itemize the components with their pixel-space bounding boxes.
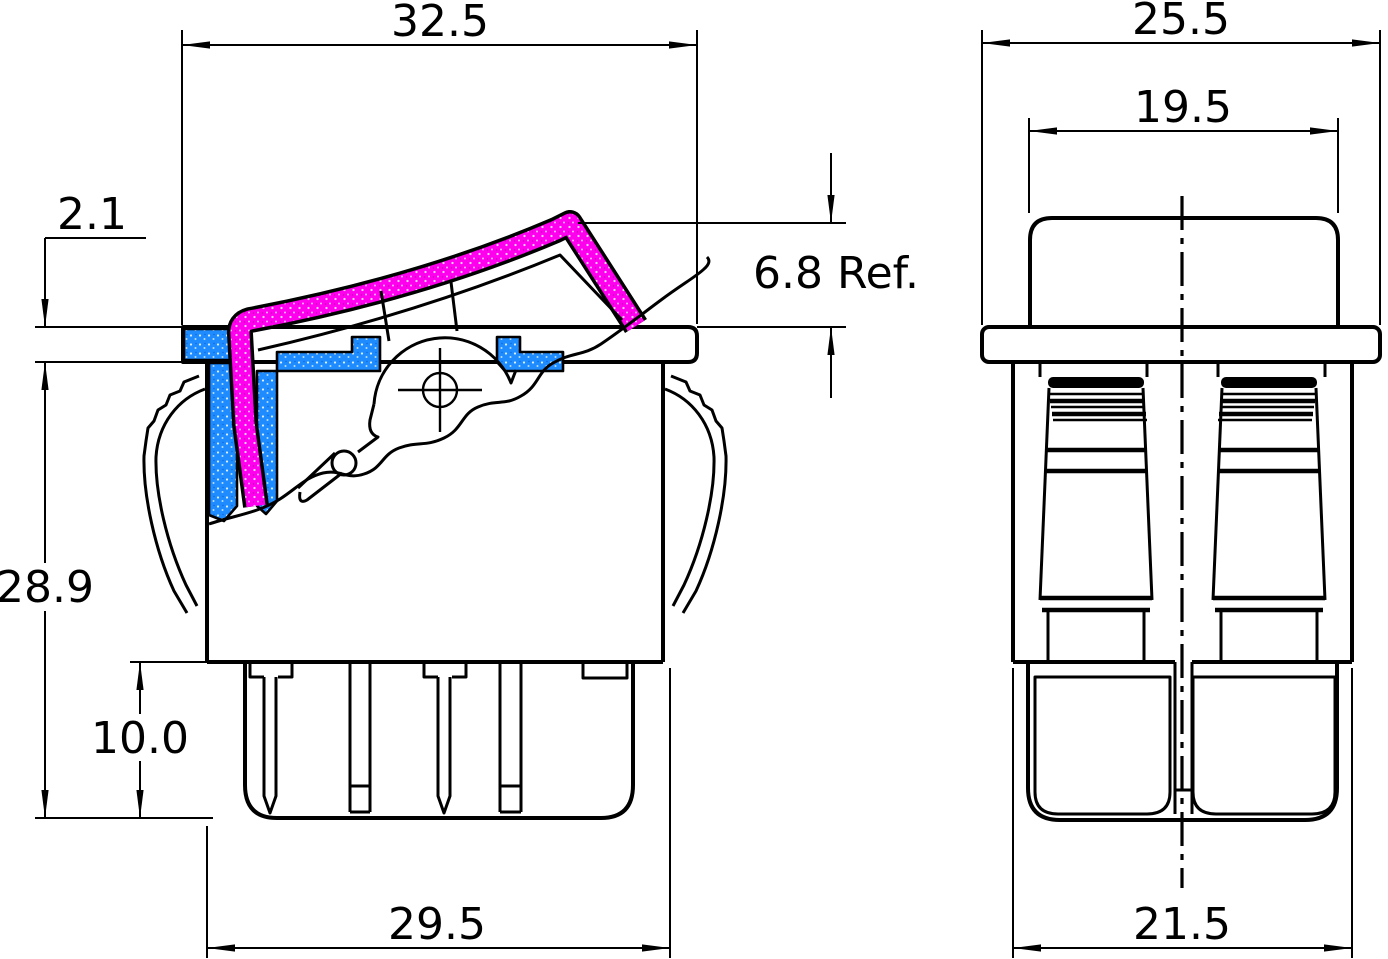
switch-body-front: [1011, 362, 1354, 664]
switch-body-outline: [205, 362, 665, 664]
dim-actuator-height-label: 6.8 Ref.: [753, 248, 919, 299]
cam-lobe: [372, 336, 518, 405]
mounting-clip-right: [664, 374, 728, 614]
blade-terminal-1: [348, 663, 372, 814]
rocker-button-front: [1028, 216, 1340, 327]
dim-actuator-width-label: 19.5: [1134, 82, 1232, 133]
dim-height-below-bezel-label: 28.9: [0, 562, 94, 613]
mounting-clip-left: [142, 374, 206, 614]
dim-body-width-front-label: 21.5: [1133, 899, 1231, 950]
terminal-skirt-front: [1026, 662, 1339, 822]
actuator-inner-shell: [257, 253, 624, 352]
actuator-section-fill: [230, 213, 644, 508]
label-mask: [0, 563, 92, 611]
side-view-dimensions: 32.5 2.1 28.9 10.0 29.5: [0, 0, 928, 958]
center-rib: [1173, 662, 1194, 814]
terminal-area-front: [1026, 662, 1339, 822]
dim-body-width-label: 29.5: [388, 899, 486, 950]
pivot-crosshair: [398, 348, 482, 432]
side-section-view: 32.5 2.1 28.9 10.0 29.5: [0, 0, 928, 958]
dim-terminal-length-label: 10.0: [91, 713, 189, 764]
front-view-dimensions: 25.5 19.5 21.5: [981, 0, 1381, 958]
terminal-area-side: [243, 662, 635, 820]
inner-ledge: [275, 335, 382, 373]
contact-mechanism: [296, 336, 518, 503]
rocker-actuator-highlight: [226, 210, 647, 508]
dim-bezel-thickness-label: 2.1: [57, 189, 127, 240]
dim-overall-width-label: 32.5: [391, 0, 489, 47]
blade-opening-left: [1033, 675, 1172, 816]
blade-opening-right: [1191, 675, 1337, 816]
pin-terminal-1: [248, 663, 294, 815]
pin-terminal-2: [422, 663, 468, 815]
snap-clip-front-left: [1038, 362, 1154, 662]
label-mask: [92, 714, 188, 761]
terminal-skirt: [243, 662, 635, 820]
skirt-notch: [581, 663, 629, 680]
snap-clip-front-right: [1211, 362, 1327, 662]
section-break-line: [208, 255, 711, 526]
blade-terminal-2: [498, 663, 523, 814]
bezel-left-section: [182, 327, 232, 362]
right-ledge-section: [495, 335, 565, 373]
label-mask: [744, 250, 928, 296]
dim-bezel-width-label: 25.5: [1132, 0, 1230, 45]
plunger-slot: [379, 290, 391, 342]
bezel-flange-outline: [181, 325, 699, 364]
front-view: 25.5 19.5 21.5: [980, 0, 1382, 958]
